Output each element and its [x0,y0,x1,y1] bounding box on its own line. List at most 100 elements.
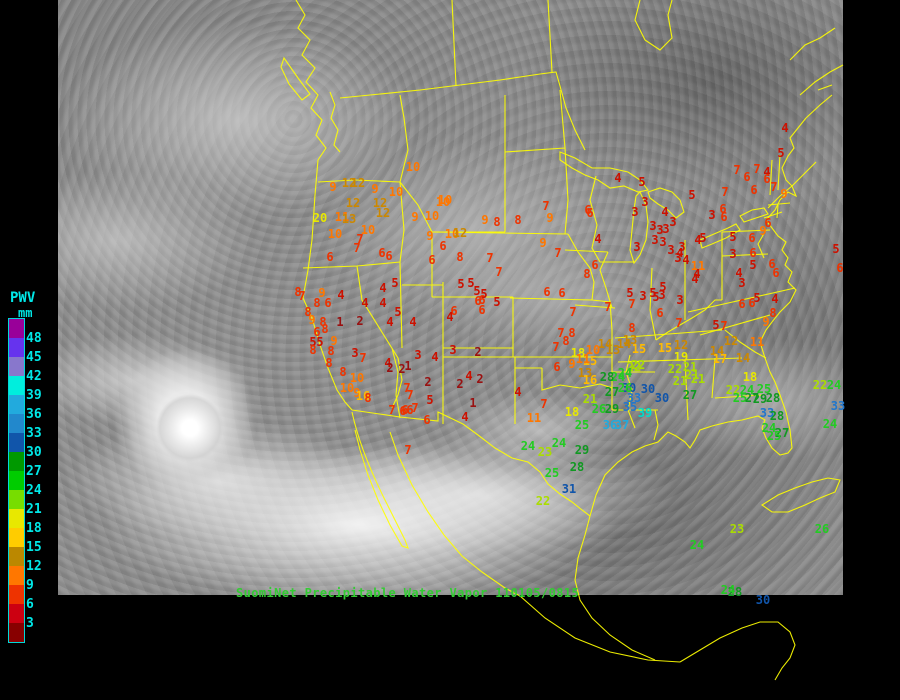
station-pwv-value: 36 [602,418,618,432]
station-pwv-value: 5 [712,318,720,332]
station-pwv-value: 20 [312,211,328,225]
station-pwv-value: 8 [568,326,576,340]
station-pwv-value: 7 [540,397,548,411]
station-pwv-value: 18 [570,346,586,360]
station-pwv-value: 33 [759,406,775,420]
station-pwv-value: 15 [631,342,647,356]
puget-sound [329,91,341,153]
station-pwv-value: 3 [649,219,657,233]
station-pwv-value: 4 [386,315,394,329]
legend-label: 48 [26,331,42,346]
station-pwv-value: 2 [386,361,394,375]
station-pwv-value: 5 [626,286,634,300]
station-pwv-value: 4 [514,385,522,399]
station-pwv-value: 3 [708,208,716,222]
station-pwv-value: 4 [614,171,622,185]
station-pwv-value: 3 [738,276,746,290]
station-pwv-value: 10 [435,195,451,209]
station-pwv-value: 25 [732,391,748,405]
florida [759,321,793,456]
station-pwv-value: 14 [735,351,751,365]
station-pwv-value: 12 [375,206,391,220]
station-pwv-value: 27 [774,426,790,440]
station-pwv-value: 18 [564,405,580,419]
legend-color-block [9,376,24,395]
station-pwv-value: 4 [337,288,345,302]
legend-units: mm [18,306,33,320]
station-pwv-value: 5 [316,335,324,349]
station-pwv-value: 3 [729,247,737,261]
station-pwv-value: 7 [721,185,729,199]
station-pwv-value: 6 [836,261,844,275]
station-pwv-value: 6 [439,239,447,253]
station-pwv-value: 6 [385,249,393,263]
station-pwv-value: 9 [411,210,419,224]
station-pwv-value: 4 [781,121,789,135]
station-pwv-value: 3 [659,235,667,249]
station-pwv-value: 7 [542,199,550,213]
station-pwv-value: 2 [456,377,464,391]
legend-color-block [9,319,24,338]
station-pwv-value: 21 [682,360,698,374]
station-pwv-value: 3 [667,243,675,257]
legend-color-block [9,566,24,585]
station-pwv-value: 13 [605,343,621,357]
station-pwv-value: 6 [423,413,431,427]
legend-color-block [9,509,24,528]
lake-huron [647,187,685,219]
station-pwv-value: 9 [329,180,337,194]
station-pwv-value: 1 [404,359,412,373]
station-pwv-value: 17 [712,352,728,366]
station-pwv-value: 10 [437,193,453,207]
station-pwv-value: 3 [651,233,659,247]
station-pwv-value: 10 [327,227,343,241]
station-pwv-value: 12 [452,226,468,240]
pwv-legend: PWV mm 48 45 42 39 36 33 30 27 24 21 18 15 12 9 6 3 [6,290,58,643]
station-pwv-value: 6 [450,304,458,318]
station-pwv-value: 6 [401,403,409,417]
station-pwv-value: 5 [473,284,481,298]
vancouver-island [280,56,311,101]
station-pwv-value: 5 [394,305,402,319]
station-pwv-value: 8 [769,306,777,320]
legend-color-block [9,528,24,547]
station-pwv-value: 7 [753,162,761,176]
station-pwv-value: 6 [768,257,776,271]
station-pwv-value: 6 [764,216,772,230]
station-pwv-value: 30 [654,391,670,405]
station-pwv-value: 25 [766,429,782,443]
station-pwv-value: 6 [743,170,751,184]
station-pwv-value: 9 [481,213,489,227]
station-pwv-value: 9 [371,182,379,196]
station-pwv-value: 7 [675,316,683,330]
legend-color-block [9,338,24,357]
station-pwv-value: 5 [480,287,488,301]
station-pwv-value: 33 [626,391,642,405]
station-pwv-value: 8 [562,334,570,348]
station-pwv-value: 26 [591,402,607,416]
station-pwv-value: 5 [777,146,785,160]
station-pwv-value: 6 [750,183,758,197]
station-pwv-value: 5 [457,277,465,291]
station-pwv-value: 7 [770,180,778,194]
station-pwv-value: 7 [298,289,306,303]
station-pwv-value: 14 [616,337,632,351]
station-pwv-value: 7 [356,232,364,246]
lake-superior [559,151,649,193]
station-pwv-value: 2 [398,362,406,376]
station-pwv-value: 28 [765,391,781,405]
station-pwv-value: 8 [364,391,372,405]
station-pwv-value: 10 [388,185,404,199]
station-pwv-value: 6 [406,403,414,417]
station-pwv-value: 5 [729,230,737,244]
station-pwv-value: 30 [621,381,637,395]
station-pwv-value: 23 [537,445,553,459]
station-pwv-value: 29 [604,402,620,416]
station-pwv-value: 6 [474,294,482,308]
station-pwv-value: 5 [493,295,501,309]
station-pwv-value: 4 [461,410,469,424]
image-caption: SuomiNet Precipitable Water Vapor 110105… [236,586,580,600]
station-pwv-value: 6 [478,293,486,307]
station-pwv-value: 1 [469,396,477,410]
